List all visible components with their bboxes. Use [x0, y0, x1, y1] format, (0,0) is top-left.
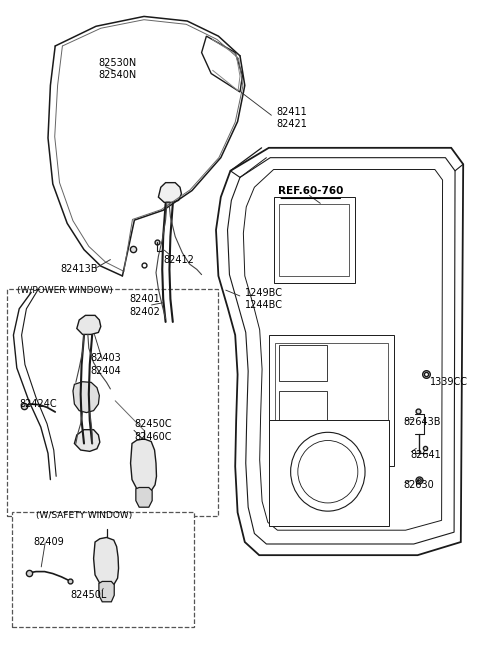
Polygon shape [77, 315, 101, 334]
Polygon shape [131, 439, 156, 493]
Text: 82401
82402: 82401 82402 [130, 294, 160, 317]
Text: 1339CC: 1339CC [430, 377, 468, 388]
Text: 82641: 82641 [410, 449, 441, 460]
Bar [279, 345, 327, 381]
Bar [7, 289, 218, 516]
Text: 82450L: 82450L [71, 589, 107, 600]
Text: 82403
82404: 82403 82404 [90, 353, 121, 376]
Text: 1249BC
1244BC: 1249BC 1244BC [245, 288, 283, 310]
Polygon shape [99, 581, 114, 602]
Text: 82424C: 82424C [19, 399, 57, 409]
Bar [12, 512, 194, 627]
Text: 82630: 82630 [403, 480, 434, 490]
Bar [269, 335, 394, 466]
Text: 82411
82421: 82411 82421 [276, 107, 307, 129]
Text: REF.60-760: REF.60-760 [278, 185, 344, 196]
Bar [279, 391, 327, 427]
Polygon shape [136, 487, 152, 507]
Ellipse shape [298, 441, 358, 503]
Bar [279, 204, 349, 276]
Text: 82413B: 82413B [60, 264, 98, 275]
Ellipse shape [291, 432, 365, 511]
Text: 82643B: 82643B [403, 417, 441, 427]
Text: (W/POWER WINDOW): (W/POWER WINDOW) [17, 286, 113, 295]
Text: 82450C
82460C: 82450C 82460C [134, 419, 172, 442]
Text: (W/SAFETY WINDOW): (W/SAFETY WINDOW) [36, 511, 132, 520]
Text: 82409: 82409 [34, 537, 64, 547]
Bar [275, 343, 388, 459]
Polygon shape [73, 382, 99, 413]
Bar [274, 197, 355, 283]
Polygon shape [94, 537, 119, 587]
Bar [269, 420, 389, 526]
Polygon shape [158, 183, 181, 202]
Text: 82412: 82412 [163, 254, 194, 265]
Text: 82530N
82540N: 82530N 82540N [98, 58, 137, 80]
Polygon shape [74, 430, 100, 451]
Polygon shape [158, 307, 181, 327]
